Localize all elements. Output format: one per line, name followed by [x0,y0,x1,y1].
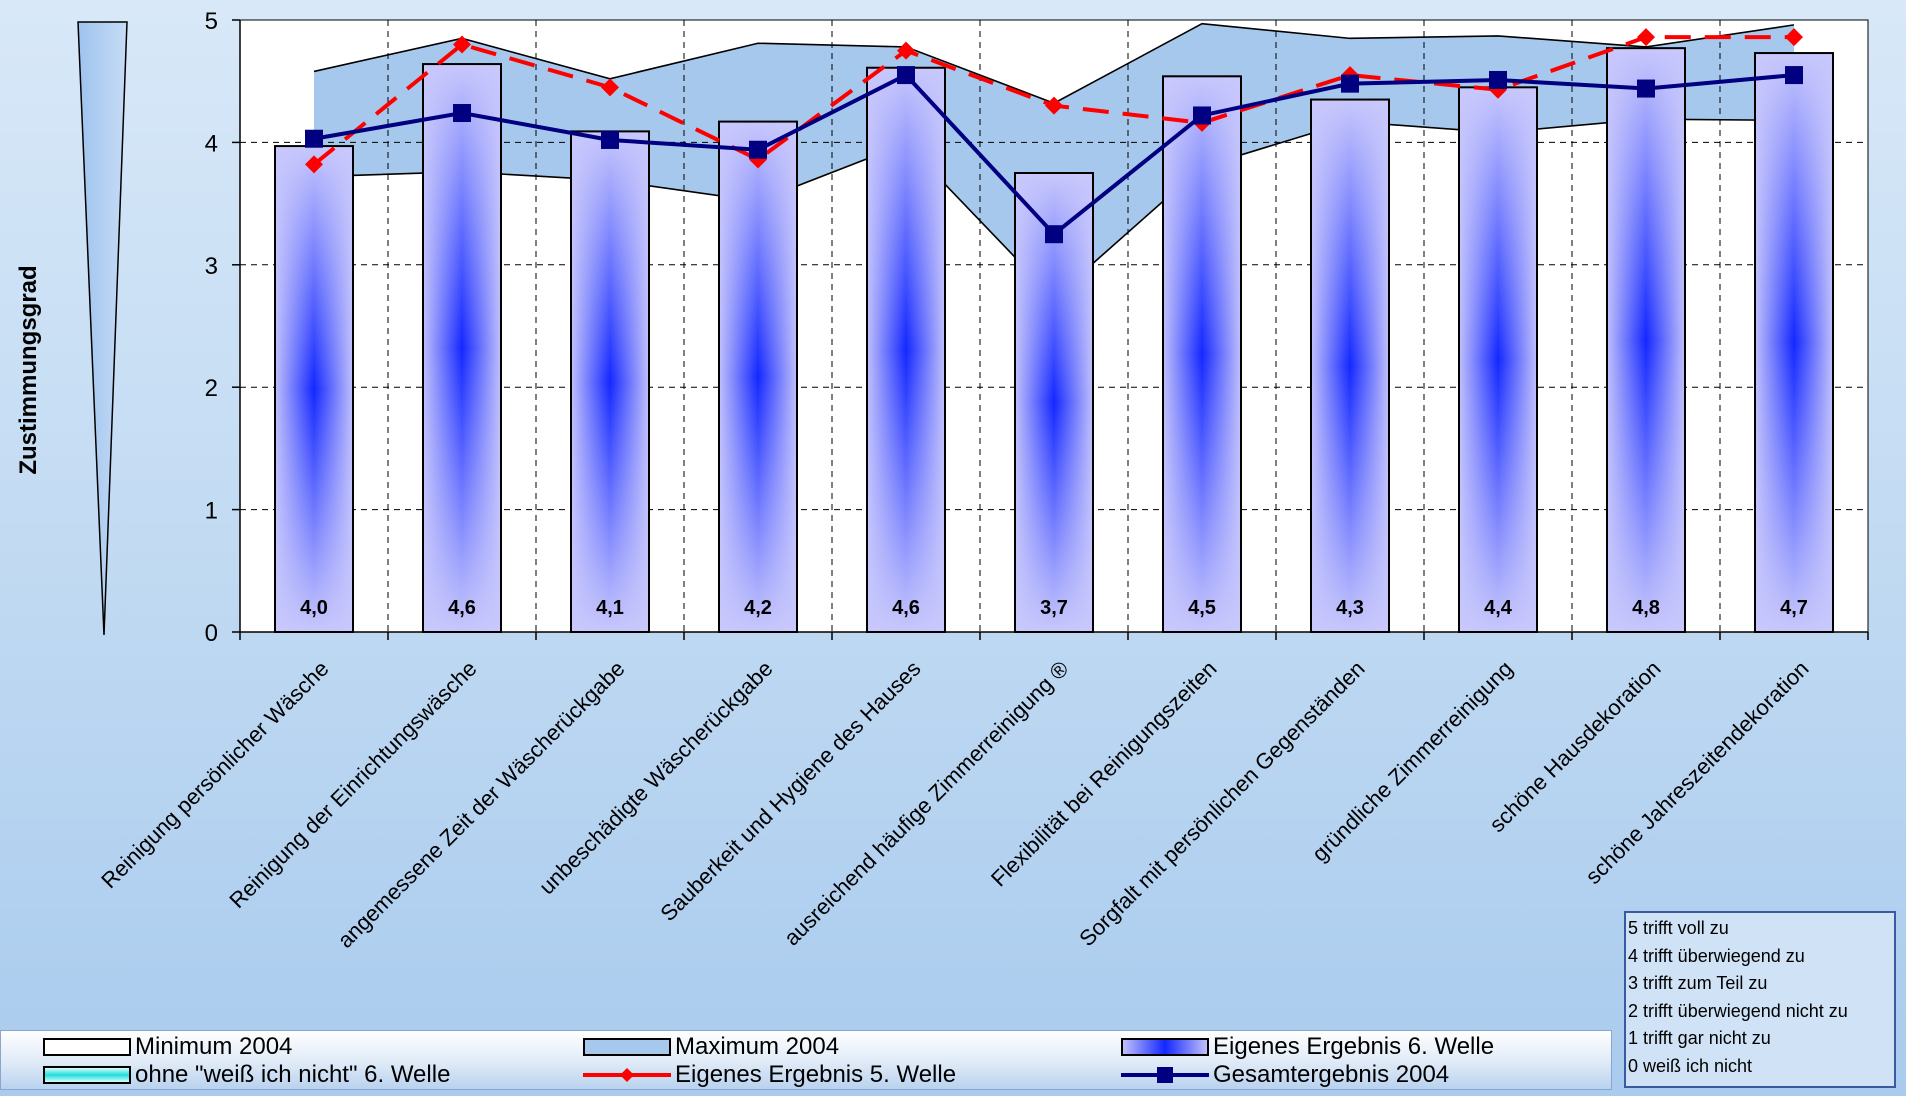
bar-data-label: 4,2 [744,597,772,619]
bar-data-label: 4,8 [1632,597,1660,619]
marker-own-5 [453,35,471,54]
legend-swatch-own6 [1121,1038,1209,1056]
marker-own-5 [1637,28,1655,47]
legend-label-max: Maximum 2004 [675,1033,840,1060]
legend-swatch-max [583,1038,671,1056]
bar-data-label: 4,1 [596,597,624,619]
x-tick-label: angemessene Zeit der Wäscherückgabe [333,656,630,953]
x-tick-label: ausreichend häufige Zimmerreinigung ® [779,656,1074,951]
bar-outline [422,63,502,633]
marker-total-2004 [305,129,323,148]
scale-legend-line: 1 trifft gar nicht zu [1628,1028,1771,1048]
legend-label-total: Gesamtergebnis 2004 [1213,1061,1450,1088]
bar-outline [1754,52,1834,634]
legend-label-own5: Eigenes Ergebnis 5. Welle [675,1061,957,1088]
legend-swatch-min [43,1038,131,1056]
bar-data-label: 4,7 [1780,597,1808,619]
legend-item-own5: Eigenes Ergebnis 5. Welle [583,1061,956,1089]
marker-total-2004 [1341,74,1359,93]
marker-total-2004 [897,66,915,85]
bar-outline [1310,98,1390,633]
bar-outline [1458,86,1538,633]
bar-data-label: 4,5 [1188,597,1216,619]
scale-wedge [77,21,128,636]
scale-legend-line: 3 trifft zum Teil zu [1628,973,1768,993]
marker-total-2004 [1785,66,1803,85]
x-tick-label: unbeschädigte Wäscherückgabe [534,656,777,899]
legend-swatch-own5 [583,1068,671,1082]
scale-legend-line: 4 trifft überwiegend zu [1628,945,1805,966]
bar-outline [1162,75,1242,633]
x-tick-label: Reinigung der Einrichtungswäsche [224,656,481,913]
bar-outline [570,130,650,633]
lines-layer [305,28,1803,244]
bar-data-label: 4,6 [448,597,476,619]
y-tick-label: 3 [205,253,218,280]
bar-outline [274,145,354,634]
bar-outline [1606,47,1686,634]
x-tick-label: Sorgfalt mit persönlichen Gegenständen [1074,656,1369,951]
legend-item-ohne: ohne "weiß ich nicht" 6. Welle [43,1061,450,1089]
scale-legend-line: 5 trifft voll zu [1628,918,1729,938]
legend-item-min: Minimum 2004 [43,1033,292,1061]
y-tick-label: 1 [205,498,218,525]
bar-outline [718,120,798,633]
bar-outline [866,66,946,633]
legend-label-min: Minimum 2004 [135,1033,293,1060]
y-axis-title: Zustimmungsgrad [15,265,42,474]
bar-data-label: 4,3 [1336,597,1364,619]
legend: Minimum 2004 Maximum 2004 Eigenes Ergebn… [0,1030,1612,1090]
x-tick-label: Sauberkeit und Hygiene des Hauses [655,656,925,926]
scale-legend-line: 0 weiß ich nicht [1628,1055,1753,1076]
x-tick-label: schöne Hausdekoration [1484,656,1665,837]
scale-legend-line: 2 trifft überwiegend nicht zu [1628,1000,1848,1021]
marker-total-2004 [749,140,767,159]
marker-own-5 [1785,28,1803,47]
bar-data-label: 4,0 [300,597,328,619]
y-tick-label: 2 [205,375,218,402]
bar-data-label: 4,6 [892,597,920,619]
legend-item-total: Gesamtergebnis 2004 [1121,1061,1449,1089]
legend-item-own6: Eigenes Ergebnis 6. Welle [1121,1033,1494,1061]
legend-label-ohne: ohne "weiß ich nicht" 6. Welle [135,1061,451,1088]
legend-label-own6: Eigenes Ergebnis 6. Welle [1213,1033,1495,1060]
marker-total-2004 [1489,70,1507,89]
scale-legend-box: 5 trifft voll zu 4 trifft überwiegend zu 3… [1624,911,1896,1088]
bar-data-label: 3,7 [1040,597,1068,619]
marker-total-2004 [1193,106,1211,125]
bars-layer: 4,0 4,6 4,1 4,2 4,6 3,7 4,5 4,3 4,4 4,8 4,7 [274,47,1834,634]
marker-total-2004 [601,130,619,149]
legend-swatch-ohne [43,1066,131,1084]
bar-data-label: 4,4 [1484,597,1513,619]
legend-swatch-total [1121,1067,1209,1083]
marker-own-5 [897,41,915,60]
y-tick-label: 0 [205,620,218,647]
marker-total-2004 [453,104,471,123]
marker-total-2004 [1045,225,1063,244]
legend-item-max: Maximum 2004 [583,1033,839,1061]
marker-own-5 [1045,96,1063,115]
y-tick-label: 5 [205,8,218,35]
x-tick-label: Reinigung persönlicher Wäsche [96,656,333,893]
marker-total-2004 [1637,79,1655,98]
y-tick-label: 4 [205,130,218,157]
marker-own-5 [601,78,619,97]
marker-own-5 [305,155,323,174]
